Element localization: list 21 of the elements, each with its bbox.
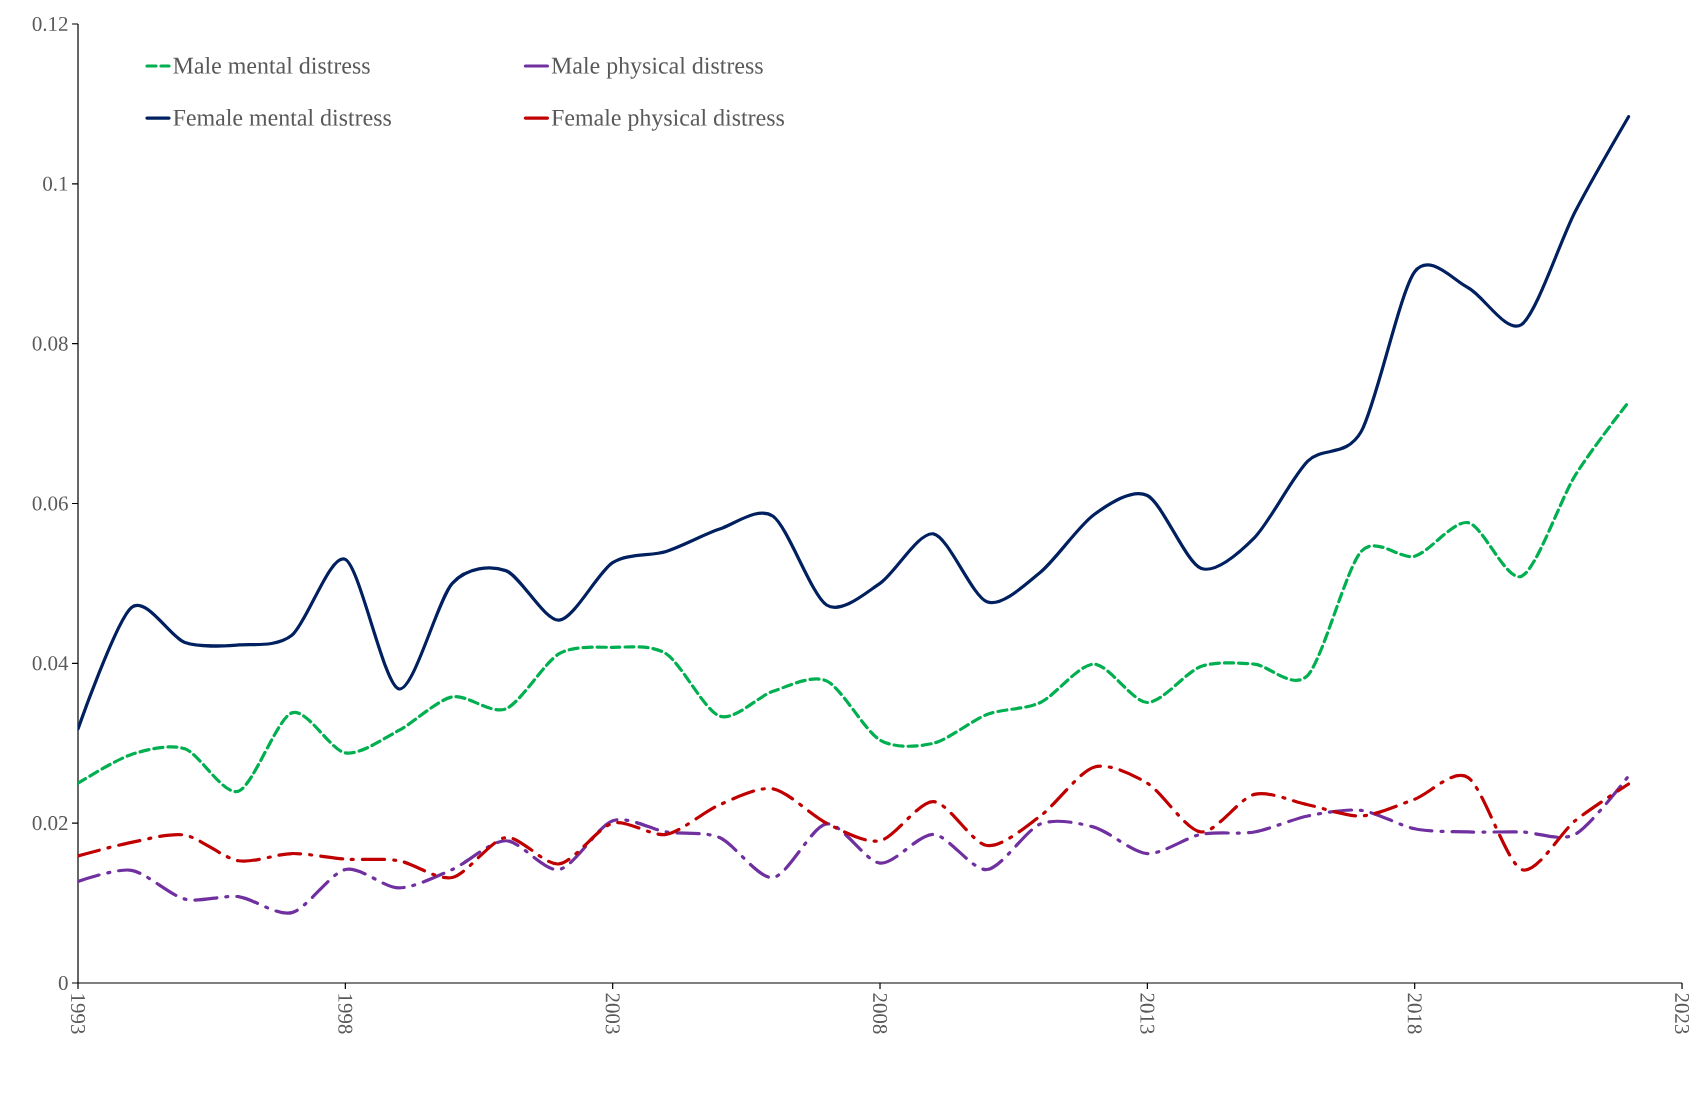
x-tick-label: 2013: [1140, 993, 1155, 1034]
y-tick-label: 0.04: [32, 656, 69, 671]
x-tick-label: 1998: [338, 994, 353, 1034]
x-tick-label: 2018: [1407, 993, 1422, 1034]
y-tick-label: 0.1: [43, 176, 68, 191]
x-tick-label: 2023: [1674, 993, 1690, 1034]
y-tick-label: 0: [58, 975, 68, 991]
y-tick-label: 0.12: [32, 16, 68, 32]
line-series: [78, 765, 1631, 880]
y-tick-label: 0.08: [32, 336, 68, 351]
x-tick-label: 2008: [872, 993, 888, 1034]
line-series: [78, 400, 1631, 793]
legend-label: Female physical distress: [551, 109, 784, 131]
y-tick-label: 0.06: [32, 496, 68, 511]
line-series: [78, 774, 1631, 915]
legend-label: Male physical distress: [551, 56, 763, 79]
x-tick-label: 2003: [605, 993, 620, 1034]
legend-label: Female mental distress: [173, 109, 391, 126]
legend-label: Male mental distress: [173, 56, 370, 74]
x-tick-label: 1993: [70, 994, 86, 1034]
y-tick-label: 0.02: [32, 816, 68, 831]
